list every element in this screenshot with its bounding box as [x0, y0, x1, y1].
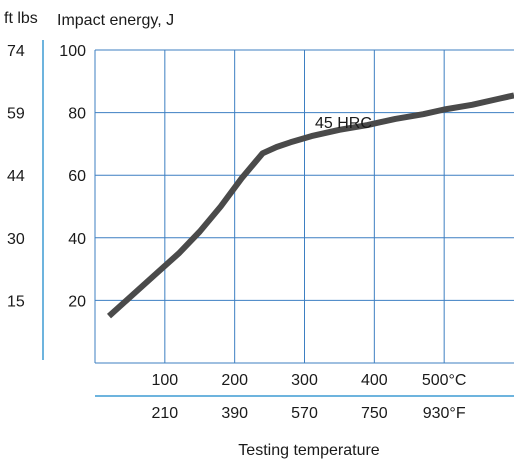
- x-tick-label-fahrenheit: 570: [291, 405, 318, 422]
- ft-lbs-tick-label: 44: [7, 168, 25, 185]
- y-tick-label: 100: [59, 43, 86, 60]
- x-axis-label: Testing temperature: [238, 442, 380, 459]
- grid: [94, 49, 514, 397]
- ft-lbs-tick-label: 30: [7, 231, 25, 248]
- x-tick-label-celsius: 200: [221, 372, 248, 389]
- y-tick-label: 20: [68, 293, 86, 310]
- x-tick-label-fahrenheit: 390: [221, 405, 248, 422]
- ft-lbs-tick-label: 15: [7, 293, 25, 310]
- x-tick-label-fahrenheit: 750: [361, 405, 388, 422]
- x-tick-label-fahrenheit: 930°F: [423, 405, 466, 422]
- x-tick-labels: 100 200 300 400 500°C 210 390 570 750 930°F: [151, 372, 466, 422]
- y-tick-label: 60: [68, 168, 86, 185]
- ft-lbs-tick-label: 74: [7, 43, 25, 60]
- x-tick-label-celsius: 400: [361, 372, 388, 389]
- series-annotation: 45 HRC: [315, 115, 372, 132]
- series-line-45-hrc: [106, 92, 514, 319]
- ft-lbs-tick-label: 59: [7, 106, 25, 123]
- series-group: 45 HRC: [106, 92, 514, 319]
- y-tick-labels: 20 40 60 80 100 15 30 44 59 74: [7, 43, 86, 310]
- y-axis-label: Impact energy, J: [57, 12, 174, 29]
- ft-lbs-axis-label: ft lbs: [4, 10, 38, 27]
- x-tick-label-celsius: 500°C: [422, 372, 467, 389]
- y-tick-label: 80: [68, 106, 86, 123]
- x-tick-label-celsius: 100: [151, 372, 178, 389]
- y-tick-label: 40: [68, 231, 86, 248]
- x-tick-label-fahrenheit: 210: [151, 405, 178, 422]
- x-tick-label-celsius: 300: [291, 372, 318, 389]
